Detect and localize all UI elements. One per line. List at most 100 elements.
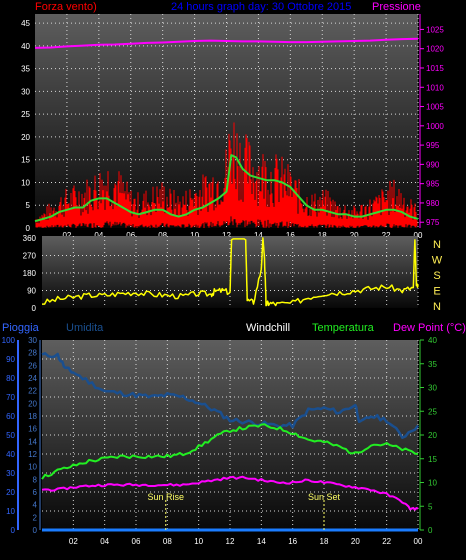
humidity-axis-tick-label: 12: [28, 450, 37, 459]
time-axis-tick-label: 00: [414, 231, 423, 240]
temperature-axis-tick-label: 35: [428, 360, 437, 369]
temperature-axis-tick-label: 0: [428, 526, 433, 535]
pressure-axis-tick-label: 985: [426, 180, 440, 189]
wind-speed-series: [35, 122, 418, 228]
temperature-axis-tick-label: 20: [428, 431, 437, 440]
wind-axis-tick-label: 20: [21, 133, 30, 142]
wind-axis-tick-label: 40: [21, 42, 30, 51]
humidity-axis-tick-label: 18: [28, 412, 37, 421]
rain-axis-tick-label: 80: [6, 374, 15, 383]
time-axis-tick-label: 10: [190, 231, 199, 240]
temperature-line: [41, 423, 419, 480]
pressure-axis-tick-label: 980: [426, 199, 440, 208]
sun-set-label: Sun Set: [308, 492, 341, 502]
time-axis-tick-label: 14: [257, 537, 266, 546]
humidity-axis-tick-label: 4: [33, 501, 38, 510]
humidity-axis-tick-label: 8: [33, 475, 38, 484]
direction-axis-tick-label: 180: [23, 269, 37, 278]
direction-axis-tick-label: 270: [23, 251, 37, 260]
wind-pressure-axes: 0510152025303540459759809859909951000100…: [21, 14, 444, 240]
temperature-humidity-axes: 0102030405060708090100024681012141618202…: [2, 336, 438, 546]
compass-label: S: [433, 270, 440, 282]
time-axis-tick-label: 20: [351, 537, 360, 546]
pressure-axis-title: Pressione: [372, 1, 421, 13]
humidity-axis-tick-label: 26: [28, 361, 37, 370]
time-axis-tick-label: 16: [288, 537, 297, 546]
humidity-axis-tick-label: 14: [28, 437, 37, 446]
rain-axis-tick-label: 50: [6, 431, 15, 440]
humidity-axis-tick-label: 2: [33, 513, 38, 522]
time-axis-tick-label: 04: [94, 231, 103, 240]
dew-point-line: [41, 475, 419, 511]
temperature-axis-tick-label: 30: [428, 384, 437, 393]
wind-axis-title: Forza vento): [35, 1, 97, 13]
rain-axis-tick-label: 20: [6, 488, 15, 497]
compass-label: W: [432, 255, 443, 267]
time-axis-tick-label: 18: [320, 537, 329, 546]
compass-label: N: [433, 301, 441, 313]
humidity-axis-tick-label: 20: [28, 399, 37, 408]
pressure-axis-tick-label: 1020: [426, 45, 444, 54]
rain-axis-tick-label: 60: [6, 412, 15, 421]
temperature-axis-tick-label: 25: [428, 407, 437, 416]
time-axis-tick-label: 06: [132, 537, 141, 546]
wind-axis-tick-label: 15: [21, 156, 30, 165]
wind-axis-tick-label: 45: [21, 19, 30, 28]
wind-gust-line: [34, 154, 419, 223]
time-axis-tick-label: 08: [158, 231, 167, 240]
rain-axis-tick-label: 90: [6, 355, 15, 364]
humidity-axis-tick-label: 24: [28, 374, 37, 383]
pressure-axis-tick-label: 1010: [426, 83, 444, 92]
direction-axis-tick-label: 360: [23, 234, 37, 243]
humidity-axis-tick-label: 16: [28, 425, 37, 434]
temperature-axis-tick-label: 5: [428, 502, 433, 511]
humidity-axis-tick-label: 0: [33, 526, 38, 535]
temperature-humidity-series: Sun Rise Sun Set: [41, 352, 420, 532]
time-axis-tick-label: 20: [350, 231, 359, 240]
pressure-axis-tick-label: 990: [426, 160, 440, 169]
wind-axis-tick-label: 25: [21, 110, 30, 119]
compass-label: E: [433, 286, 440, 298]
legend-windchill: Windchill: [246, 322, 290, 334]
humidity-axis-tick-label: 6: [33, 488, 38, 497]
legend-humidity: Umidita: [66, 322, 104, 334]
rain-axis-tick-label: 0: [11, 526, 16, 535]
time-axis-tick-label: 12: [222, 231, 231, 240]
legend-temperature: Temperatura: [312, 322, 375, 334]
time-axis-tick-label: 08: [163, 537, 172, 546]
pressure-axis-tick-label: 1005: [426, 103, 444, 112]
pressure-axis-tick-label: 995: [426, 141, 440, 150]
compass-label: N: [433, 239, 441, 251]
direction-axis-tick-label: 90: [27, 286, 36, 295]
temperature-axis-tick-label: 10: [428, 479, 437, 488]
temperature-humidity-grid: [42, 340, 419, 530]
pressure-axis-tick-label: 1015: [426, 64, 444, 73]
rain-axis-tick-label: 70: [6, 393, 15, 402]
rain-axis-tick-label: 30: [6, 469, 15, 478]
time-axis-tick-label: 02: [62, 231, 71, 240]
time-axis-tick-label: 06: [126, 231, 135, 240]
legend-rain: Pioggia: [2, 322, 40, 334]
humidity-line: [41, 352, 420, 439]
time-axis-tick-label: 10: [194, 537, 203, 546]
wind-axis-tick-label: 35: [21, 65, 30, 74]
pressure-axis-tick-label: 975: [426, 218, 440, 227]
pressure-axis-tick-label: 1025: [426, 25, 444, 34]
wind-direction-line: [42, 237, 419, 307]
humidity-axis-tick-label: 28: [28, 349, 37, 358]
wind-axis-tick-label: 10: [21, 178, 30, 187]
chart-title: 24 hours graph day: 30 Ottobre 2015: [171, 1, 351, 13]
pressure-line: [34, 37, 419, 49]
time-axis-tick-label: 14: [254, 231, 263, 240]
legend-dew-point: Dew Point (°C): [393, 322, 466, 334]
time-axis-tick-label: 12: [226, 537, 235, 546]
temperature-axis-tick-label: 15: [428, 455, 437, 464]
rain-axis-tick-label: 40: [6, 450, 15, 459]
wind-axis-tick-label: 0: [26, 224, 31, 233]
time-axis-tick-label: 04: [100, 537, 109, 546]
time-axis-tick-label: 18: [318, 231, 327, 240]
time-axis-tick-label: 22: [382, 537, 391, 546]
